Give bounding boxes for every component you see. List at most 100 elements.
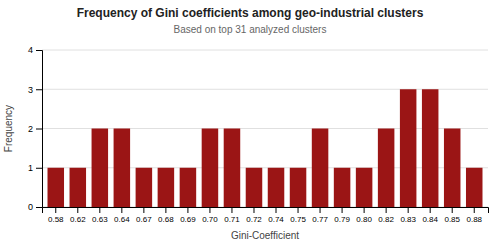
tick: 0.79 (334, 207, 350, 224)
tick: 0.74 (268, 207, 284, 224)
tick: 1 (28, 163, 42, 173)
grid-line (42, 167, 488, 168)
tick: 0 (28, 202, 42, 212)
tick-label: 0.69 (180, 215, 196, 224)
bar (246, 168, 263, 207)
bar (334, 168, 351, 207)
tick: 0.71 (224, 207, 240, 224)
tick-label: 0.68 (158, 215, 174, 224)
bar (356, 168, 373, 207)
bar (444, 129, 461, 208)
tick-mark (474, 207, 475, 213)
tick-mark (209, 207, 210, 213)
grid-line (42, 128, 488, 129)
tick: 0.68 (158, 207, 174, 224)
tick: 0.85 (444, 207, 460, 224)
bar (114, 129, 131, 208)
axis-line (43, 208, 489, 214)
tick: 0.82 (378, 207, 394, 224)
tick-label: 0.75 (290, 215, 306, 224)
tick: 0.75 (290, 207, 306, 224)
tick-label: 3 (28, 85, 33, 95)
bar (70, 168, 87, 207)
bar (378, 129, 395, 208)
tick-mark (143, 207, 144, 213)
tick-label: 2 (28, 124, 33, 134)
tick-mark (253, 207, 254, 213)
tick: 2 (28, 124, 42, 134)
bar (224, 129, 241, 208)
tick-label: 0.58 (48, 215, 64, 224)
plot: 0.58 0.62 0.63 0.64 0.67 0.68 0.69 0.70 0.71 0.72… (28, 45, 489, 223)
tick-label: 0.63 (92, 215, 108, 224)
tick: 0.67 (136, 207, 152, 224)
bars (48, 89, 483, 207)
tick-label: 0.64 (114, 215, 130, 224)
tick-label: 0.72 (246, 215, 262, 224)
bar (312, 129, 329, 208)
tick: 0.77 (312, 207, 328, 224)
tick-mark (165, 207, 166, 213)
tick-label: 0.71 (224, 215, 240, 224)
tick-mark (121, 207, 122, 213)
grid-line (42, 50, 488, 51)
tick: 0.80 (356, 207, 372, 224)
bar (202, 129, 219, 208)
tick-label: 0.84 (422, 215, 438, 224)
tick-label: 0.82 (378, 215, 394, 224)
tick: 4 (28, 45, 42, 55)
tick-mark (452, 207, 453, 213)
tick-mark (430, 207, 431, 213)
bar (48, 168, 65, 207)
tick: 0.70 (202, 207, 218, 224)
tick-mark (298, 207, 299, 213)
tick-label: 0 (28, 202, 33, 212)
tick-label: 4 (28, 45, 33, 55)
tick-label: 0.80 (356, 215, 372, 224)
tick-mark (276, 207, 277, 213)
tick-mark (77, 207, 78, 213)
tick: 0.63 (92, 207, 108, 224)
tick: 0.58 (48, 207, 64, 224)
tick: 0.64 (114, 207, 130, 224)
bar (92, 129, 109, 208)
tick-label: 0.70 (202, 215, 218, 224)
tick-mark (364, 207, 365, 213)
tick-mark (342, 207, 343, 213)
tick-mark (231, 207, 232, 213)
tick-label: 0.74 (268, 215, 284, 224)
tick-mark (36, 168, 42, 169)
tick: 0.62 (70, 207, 86, 224)
tick-mark (36, 207, 42, 208)
bar (400, 89, 417, 207)
tick-label: 0.88 (466, 215, 482, 224)
bar (158, 168, 175, 207)
tick-mark (36, 129, 42, 130)
bar (136, 168, 153, 207)
x-axis: 0.58 0.62 0.63 0.64 0.67 0.68 0.69 0.70 0.71 0.72… (43, 207, 489, 224)
subtitle: Based on top 31 analyzed clusters (174, 24, 327, 35)
tick: 0.83 (400, 207, 416, 224)
axis-line (36, 51, 43, 208)
tick-mark (55, 207, 56, 213)
bar (422, 89, 439, 207)
tick-label: 0.83 (400, 215, 416, 224)
grid-line (42, 89, 488, 90)
tick-mark (320, 207, 321, 213)
tick-mark (36, 50, 42, 51)
tick-mark (408, 207, 409, 213)
tick-mark (99, 207, 100, 213)
tick: 0.88 (466, 207, 482, 224)
tick-mark (386, 207, 387, 213)
bar (268, 168, 285, 207)
tick: 0.72 (246, 207, 262, 224)
chart: Frequency of Gini coefficients among geo… (0, 0, 500, 243)
tick-label: 0.67 (136, 215, 152, 224)
tick-label: 0.79 (334, 215, 350, 224)
tick: 0.84 (422, 207, 438, 224)
tick: 0.69 (180, 207, 196, 224)
tick-mark (187, 207, 188, 213)
bar (290, 168, 307, 207)
x-axis-title: Gini-Coefficient (231, 230, 299, 241)
tick-label: 0.62 (70, 215, 86, 224)
